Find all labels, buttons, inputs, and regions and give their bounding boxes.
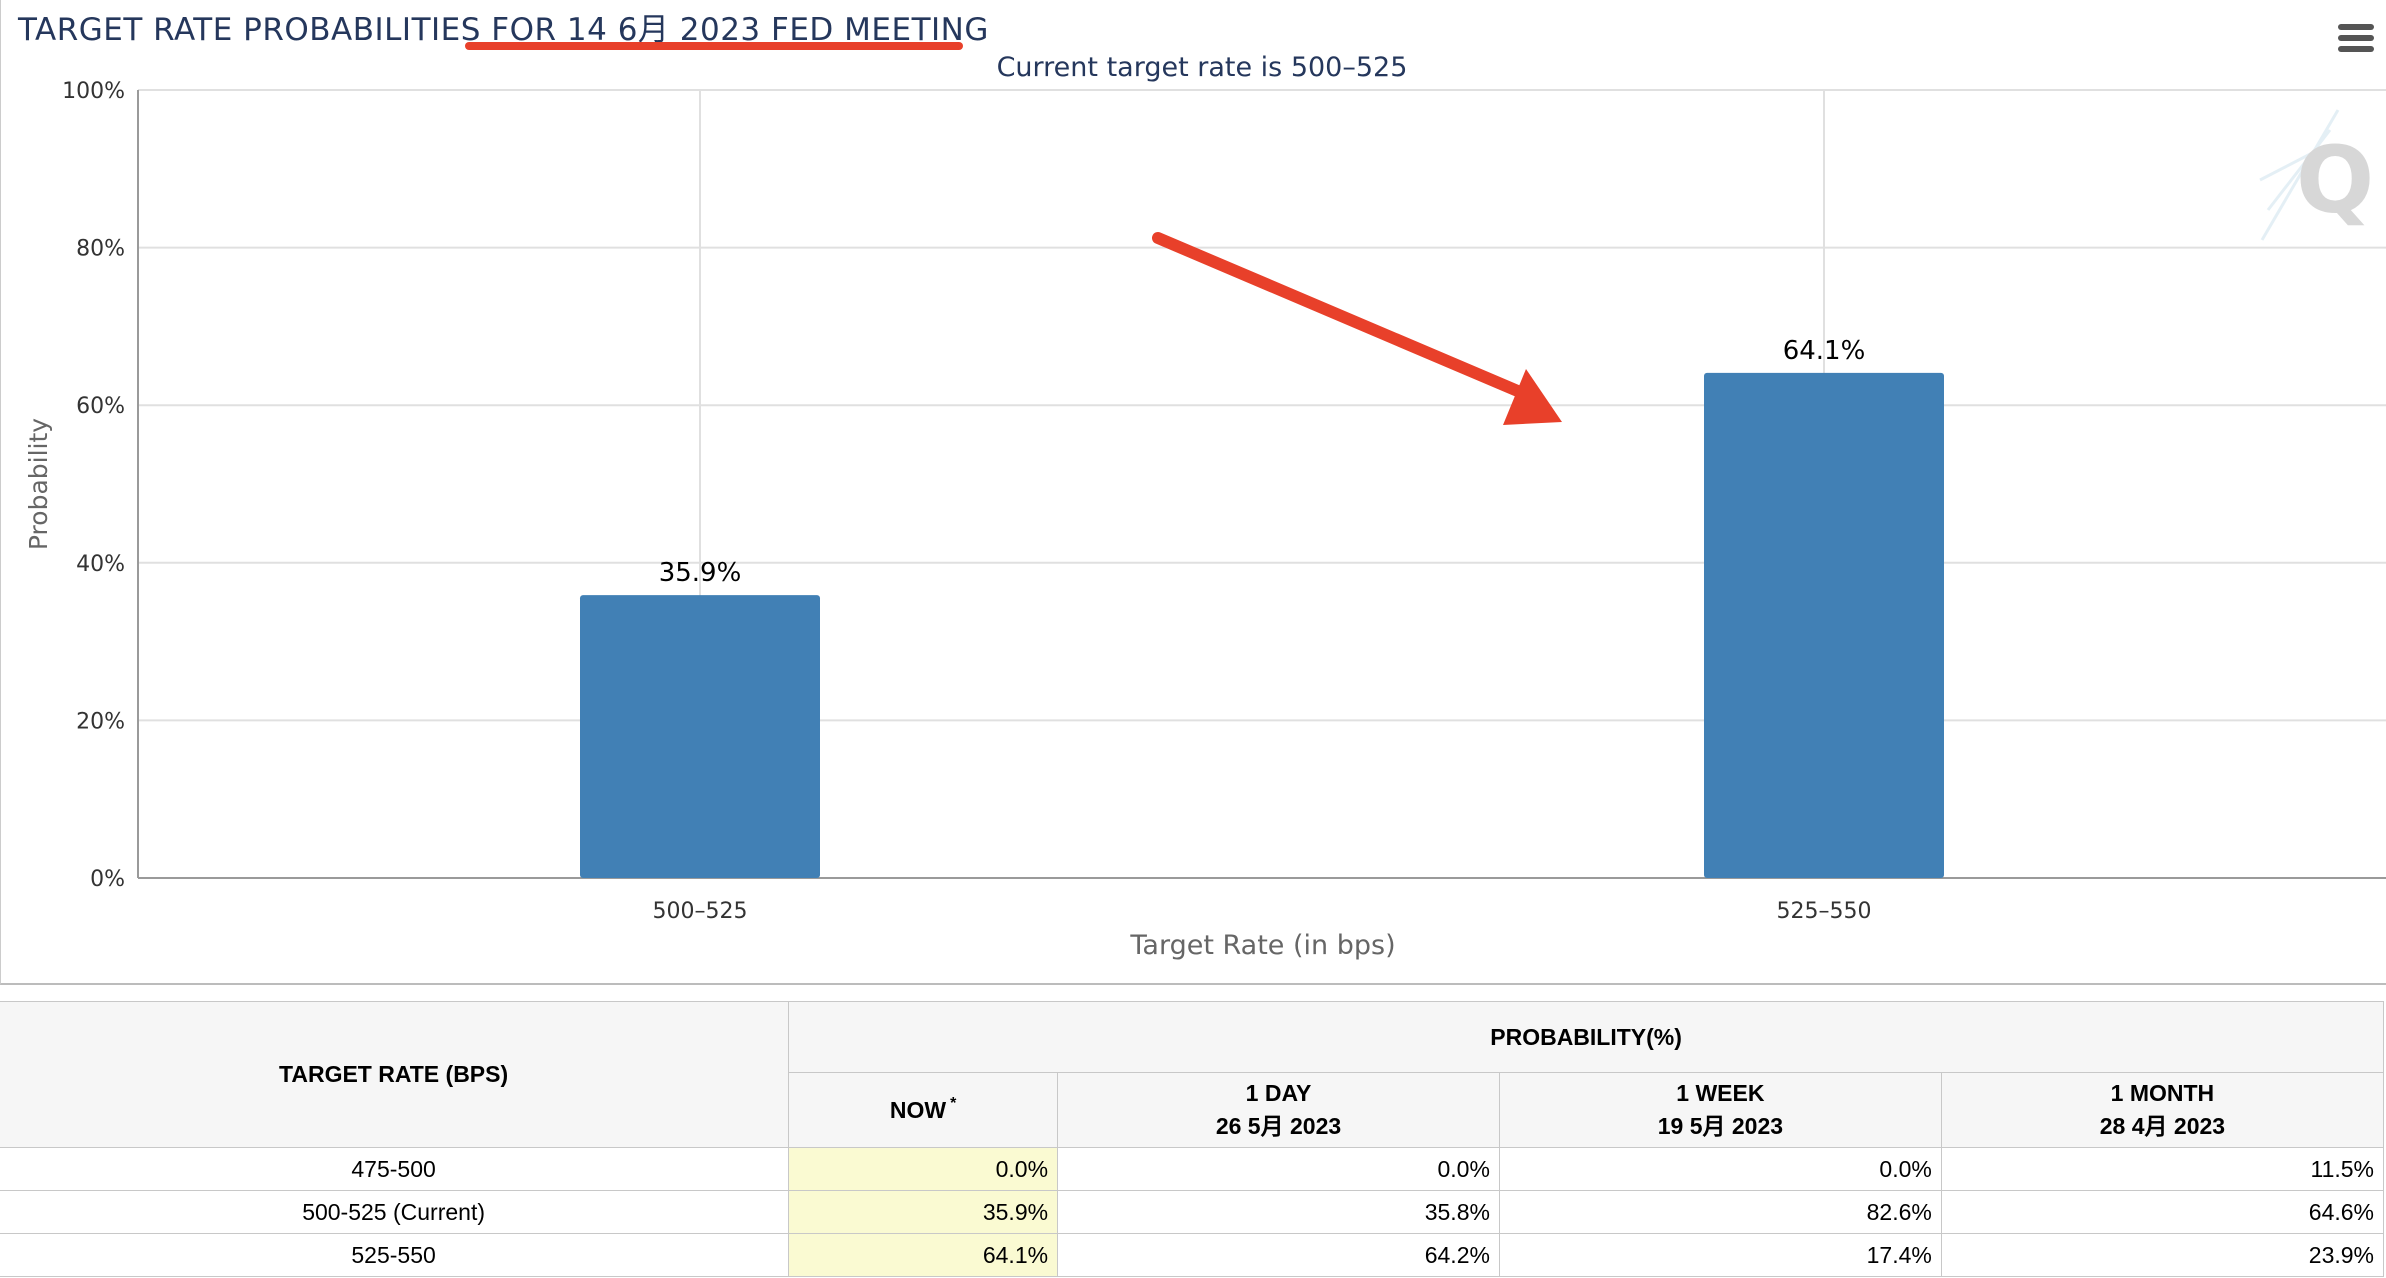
probability-header: PROBABILITY(%) [788,1001,2384,1073]
value-cell: 23.9% [1940,1233,2385,1277]
rate-cell: 525-550 [0,1233,790,1277]
table-row: 500-525 (Current) 35.9% 35.8% 82.6% 64.6… [0,1190,2385,1234]
now-cell: 0.0% [788,1147,1059,1191]
rate-cell: 500-525 (Current) [0,1190,790,1234]
col-header-1week: 1 WEEK 19 5月 2023 [1498,1072,1942,1148]
bar-0 [580,595,820,878]
bar-1 [1704,372,1944,878]
now-cell: 64.1% [788,1233,1059,1277]
value-cell: 0.0% [1498,1147,1942,1191]
table-row: 525-550 64.1% 64.2% 17.4% 23.9% [0,1233,2385,1277]
x-axis-label: Target Rate (in bps) [1129,930,1395,961]
title-highlight-underline [465,42,963,50]
value-cell: 35.8% [1057,1190,1500,1234]
target-rate-header: TARGET RATE (BPS) [0,1001,790,1148]
bar-data-label: 35.9% [659,558,742,588]
value-cell: 64.2% [1057,1233,1500,1277]
y-axis-label: Probability [24,418,53,550]
now-cell: 35.9% [788,1190,1059,1234]
col-header-now: NOW * [788,1072,1059,1148]
bars [580,372,1944,878]
chart: 0% 20% 40% 60% 80% 100% 35.9% 64.1% 500–525 525… [24,79,2386,961]
quikstrike-q-logo-icon: Q [2259,109,2374,241]
y-axis-ticks: 0% 20% 40% 60% 80% 100% [62,79,125,892]
y-tick-label: 100% [62,79,125,104]
y-tick-label: 80% [76,237,125,262]
table-row: 475-500 0.0% 0.0% 0.0% 11.5% [0,1147,2385,1191]
value-cell: 11.5% [1940,1147,2385,1191]
probability-table: TARGET RATE (BPS) PROBABILITY(%) NOW * 1 … [0,1001,2385,1277]
col-header-1month: 1 MONTH 28 4月 2023 [1940,1072,2385,1148]
annotation-arrow [1152,232,1562,425]
value-cell: 0.0% [1057,1147,1500,1191]
y-tick-label: 20% [76,709,125,734]
y-tick-label: 60% [76,394,125,419]
y-tick-label: 40% [76,552,125,577]
y-tick-label: 0% [90,867,125,892]
rate-cell: 475-500 [0,1147,790,1191]
x-tick-label: 500–525 [653,899,748,924]
chart-subtitle: Current target rate is 500–525 [996,52,1408,83]
data-labels: 35.9% 64.1% [659,336,1866,588]
hamburger-menu-icon[interactable] [2338,24,2374,58]
x-tick-label: 525–550 [1777,899,1872,924]
value-cell: 64.6% [1940,1190,2385,1234]
x-axis-ticks: 500–525 525–550 [653,899,1872,924]
value-cell: 17.4% [1498,1233,1942,1277]
col-header-1day: 1 DAY 26 5月 2023 [1057,1072,1500,1148]
gridlines [137,89,2386,879]
svg-text:Q: Q [2296,127,2374,234]
bar-data-label: 64.1% [1783,336,1866,366]
value-cell: 82.6% [1498,1190,1942,1234]
